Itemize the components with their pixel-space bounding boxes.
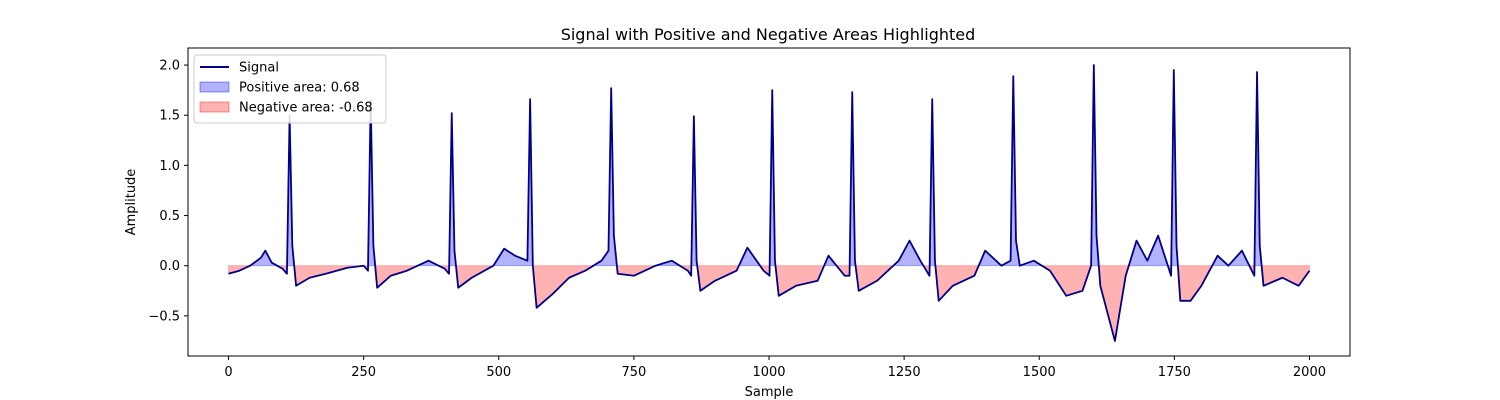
y-tick-label: 1.5 xyxy=(159,109,180,124)
y-tick-label: 0.0 xyxy=(159,259,180,274)
x-axis-label: Sample xyxy=(745,385,794,400)
x-axis: 0 250 500 750 1000 1250 1500 1750 2000 xyxy=(224,356,1326,380)
x-tick-label: 2000 xyxy=(1293,365,1326,380)
x-tick-label: 0 xyxy=(224,365,232,380)
legend-label: Signal xyxy=(239,61,279,76)
x-tick-label: 750 xyxy=(621,365,646,380)
legend-label: Negative area: -0.68 xyxy=(239,101,373,116)
legend-patch-swatch xyxy=(199,81,230,93)
y-tick-label: 2.0 xyxy=(159,59,180,74)
legend: Signal Positive area: 0.68 Negative area: … xyxy=(193,54,387,124)
y-axis: −0.5 0.0 0.5 1.0 1.5 2.0 xyxy=(148,59,188,324)
x-tick-label: 1250 xyxy=(888,365,921,380)
y-axis-label: Amplitude xyxy=(124,169,139,236)
x-tick-label: 500 xyxy=(486,365,511,380)
x-tick-label: 1750 xyxy=(1158,365,1191,380)
plot-area xyxy=(228,64,1311,342)
legend-label: Positive area: 0.68 xyxy=(239,81,360,96)
y-tick-label: 0.5 xyxy=(159,209,180,224)
signal-series xyxy=(228,64,1311,342)
chart-title: Signal with Positive and Negative Areas … xyxy=(561,25,976,44)
y-tick-label: 1.0 xyxy=(159,159,180,174)
x-tick-label: 1500 xyxy=(1023,365,1056,380)
y-tick-label: −0.5 xyxy=(148,309,180,324)
legend-box xyxy=(193,54,387,124)
signal-line xyxy=(228,64,1311,342)
x-tick-label: 1000 xyxy=(752,365,785,380)
x-tick-label: 250 xyxy=(351,365,376,380)
legend-patch-swatch xyxy=(199,101,230,113)
